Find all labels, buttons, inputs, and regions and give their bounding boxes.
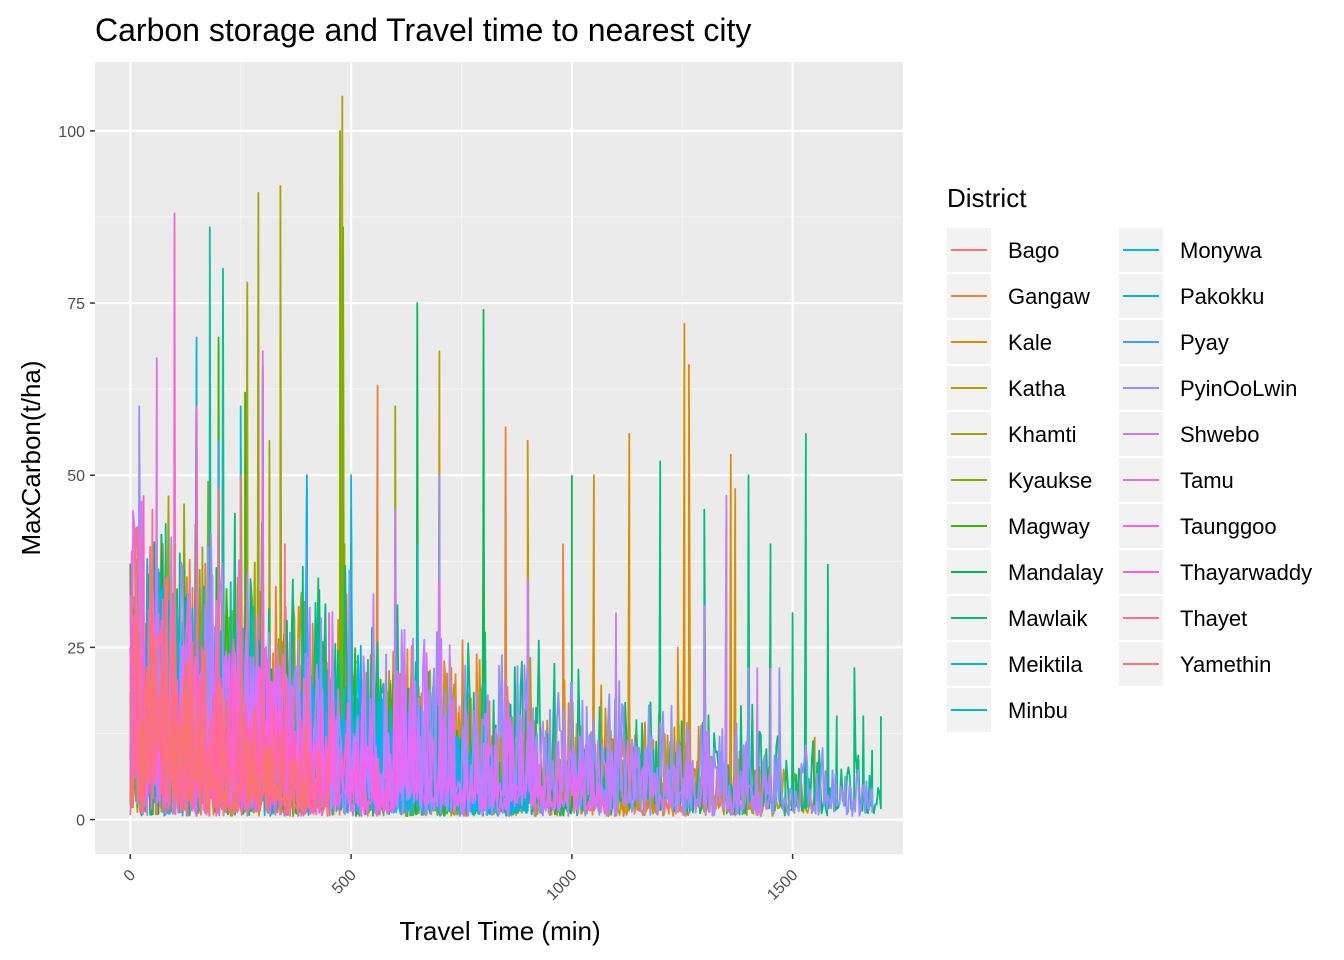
y-tick-label: 25 [67,640,85,657]
legend-label: Khamti [1008,422,1076,447]
legend-item-thayarwaddy: Thayarwaddy [1119,550,1312,594]
legend-item-yamethin: Yamethin [1119,642,1271,686]
y-tick-label: 100 [58,124,85,141]
legend-item-kyaukse: Kyaukse [947,458,1092,502]
legend-item-meiktila: Meiktila [947,642,1083,686]
legend-label: Minbu [1008,698,1068,723]
legend-label: PyinOoLwin [1180,376,1297,401]
y-tick-label: 75 [67,296,85,313]
legend-item-pyay: Pyay [1119,320,1229,364]
legend-label: Pyay [1180,330,1229,355]
legend-label: Bago [1008,238,1059,263]
legend-item-pyinoolwin: PyinOoLwin [1119,366,1297,410]
y-tick-label: 50 [67,468,85,485]
legend-item-gangaw: Gangaw [947,274,1090,318]
series-lines [129,95,882,817]
legend-item-mawlaik: Mawlaik [947,596,1088,640]
x-tick-label: 0 [121,867,139,885]
legend-title: District [947,183,1027,213]
y-tick-label: 0 [76,813,85,830]
legend-label: Katha [1008,376,1066,401]
legend-item-taunggoo: Taunggoo [1119,504,1277,548]
y-axis-title: MaxCarbon(t/ha) [16,360,46,555]
legend-label: Yamethin [1180,652,1271,677]
legend-label: Mawlaik [1008,606,1088,631]
chart-title: Carbon storage and Travel time to neares… [95,12,751,48]
legend-label: Kyaukse [1008,468,1092,493]
x-tick-label: 1500 [764,867,801,904]
legend-item-kale: Kale [947,320,1052,364]
legend-item-shwebo: Shwebo [1119,412,1260,456]
x-axis-title: Travel Time (min) [399,916,600,946]
legend-item-thayet: Thayet [1119,596,1247,640]
legend-item-katha: Katha [947,366,1066,410]
legend-item-minbu: Minbu [947,688,1068,732]
legend-label: Meiktila [1008,652,1083,677]
legend-label: Tamu [1180,468,1234,493]
x-tick-label: 1000 [543,867,580,904]
x-tick-label: 500 [329,867,360,898]
legend-label: Taunggoo [1180,514,1277,539]
legend-label: Pakokku [1180,284,1264,309]
legend-item-mandalay: Mandalay [947,550,1103,594]
series-line-thayarwaddy [129,474,330,817]
legend-label: Shwebo [1180,422,1260,447]
legend-label: Magway [1008,514,1090,539]
legend-item-tamu: Tamu [1119,458,1234,502]
legend-item-pakokku: Pakokku [1119,274,1264,318]
legend-label: Monywa [1180,238,1263,263]
legend-item-khamti: Khamti [947,412,1076,456]
legend-label: Gangaw [1008,284,1090,309]
legend-label: Kale [1008,330,1052,355]
legend-label: Mandalay [1008,560,1103,585]
legend-item-monywa: Monywa [1119,228,1263,272]
legend-label: Thayet [1180,606,1247,631]
series-line-yamethin [129,474,308,817]
legend-item-magway: Magway [947,504,1090,548]
legend-label: Thayarwaddy [1180,560,1312,585]
legend-item-bago: Bago [947,228,1059,272]
legend: District Bago Gangaw Kale Katha Khamti Kyauks… [947,183,1312,732]
